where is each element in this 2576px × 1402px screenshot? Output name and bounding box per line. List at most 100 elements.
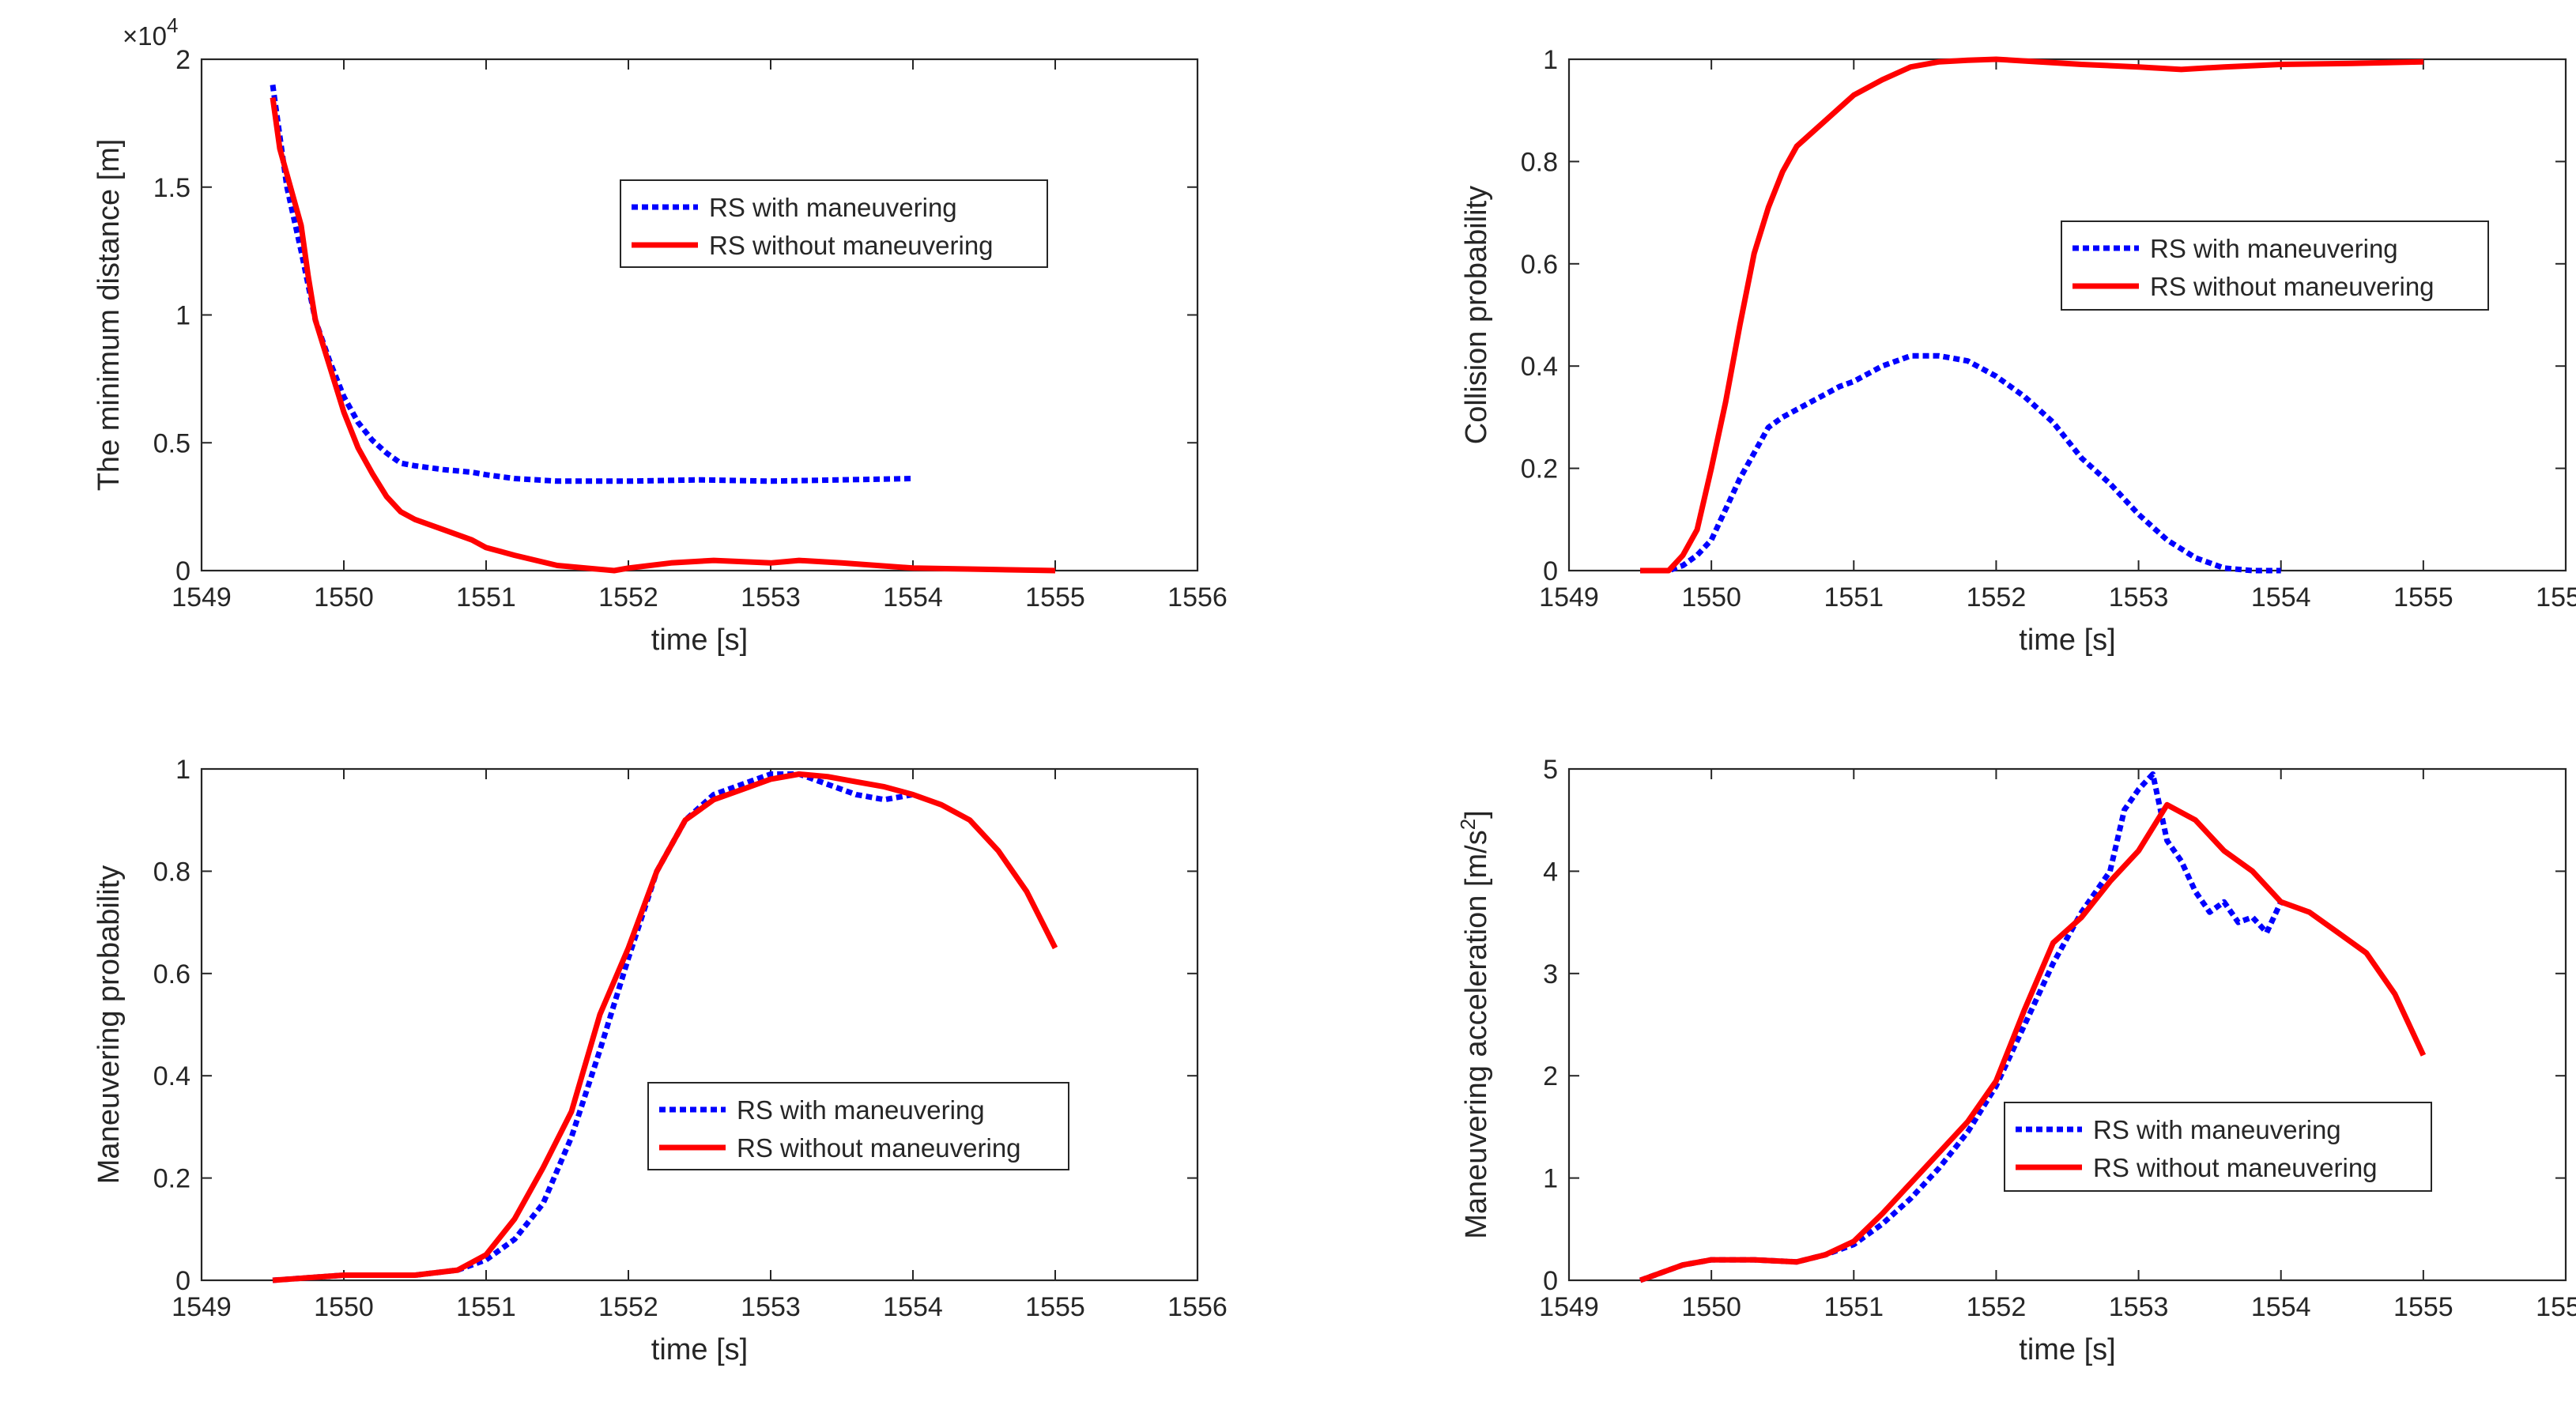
x-axis-label: time [s] (651, 624, 748, 657)
y-axis-label-text: Maneuvering acceleration [m/s (1460, 830, 1493, 1238)
legend-box (2061, 220, 2489, 311)
y-tick-label: 2 (175, 45, 190, 75)
legend: RS with maneuvering RS without maneuverin… (2004, 1102, 2432, 1192)
legend-label: RS with maneuvering (737, 1095, 985, 1125)
x-tick-label: 1552 (1967, 582, 2027, 612)
legend-label: RS with maneuvering (2150, 234, 2398, 263)
x-tick-label: 1551 (456, 1292, 516, 1322)
y-tick-label: 1 (1543, 1164, 1558, 1194)
legend: RS with maneuvering RS without maneuverin… (647, 1082, 1069, 1170)
series-line-with-maneuvering (270, 84, 914, 484)
y-tick-label: 1 (175, 301, 190, 331)
chart-maneuvering-acceleration: 1549 1550 1551 1552 1553 1554 1555 1556 0 1 2 3 4 5 ti… (1456, 755, 2576, 1366)
x-tick-label: 1553 (2109, 582, 2169, 612)
x-tick-label: 1551 (1824, 1292, 1884, 1322)
chart-minimum-distance: 1549 1550 1551 1552 1553 1554 1555 1556 0 0.5 1 1.5… (92, 13, 1228, 657)
plot-area (200, 767, 1199, 1282)
x-tick-label: 1554 (883, 1292, 943, 1322)
legend-label: RS without maneuvering (709, 231, 994, 260)
x-axis-label: time [s] (651, 1333, 748, 1366)
x-tick-label: 1552 (598, 1292, 658, 1322)
y-axis-label-superscript: 2 (1456, 819, 1480, 830)
x-tick-label: 1552 (1967, 1292, 2027, 1322)
x-tick-label: 1556 (1167, 1292, 1228, 1322)
plot-area (200, 58, 1199, 572)
y-tick-label: 0.8 (1521, 147, 1558, 177)
y-tick-label: 4 (1543, 857, 1558, 887)
x-tick-label: 1556 (1167, 582, 1228, 612)
x-tick-label: 1550 (314, 1292, 374, 1322)
x-tick-label: 1555 (1025, 582, 1085, 612)
x-tick-label: 1551 (456, 582, 516, 612)
x-tick-label: 1549 (1539, 1292, 1599, 1322)
x-tick-label: 1554 (2251, 582, 2311, 612)
legend: RS with maneuvering RS without maneuverin… (2061, 220, 2489, 311)
y-axis-label: The minimum distance [m] (92, 139, 126, 492)
y-axis-label: Maneuvering probability (92, 865, 126, 1184)
y-axis-label-text: Maneuvering probability (92, 865, 126, 1184)
legend-label: RS with maneuvering (2093, 1115, 2341, 1144)
legend-label: RS without maneuvering (2150, 272, 2435, 301)
y-tick-label: 0.2 (153, 1164, 190, 1194)
x-tick-label: 1556 (2536, 582, 2576, 612)
series-line-without-maneuvering (272, 771, 1058, 1283)
series-line-with-maneuvering (1639, 771, 2284, 1283)
y-tick-label: 0.4 (1521, 352, 1558, 382)
x-tick-label: 1553 (2109, 1292, 2169, 1322)
y-tick-label: 0.2 (1521, 454, 1558, 484)
chart-maneuvering-probability: 1549 1550 1551 1552 1553 1554 1555 1556 0 0.2 0.4 0… (92, 755, 1228, 1366)
x-tick-label: 1551 (1824, 582, 1884, 612)
y-tick-label: 5 (1543, 755, 1558, 785)
y-tick-label: 0.4 (153, 1061, 190, 1091)
y-tick-label: 2 (1543, 1061, 1558, 1091)
y-axis-label: Collision probability (1460, 186, 1493, 444)
y-tick-label: 0 (175, 1266, 190, 1296)
y-tick-label: 0 (1543, 556, 1558, 586)
x-tick-label: 1555 (2393, 582, 2453, 612)
legend: RS with maneuvering RS without maneuverin… (620, 179, 1048, 268)
series-line-with-maneuvering (1640, 352, 2281, 574)
series-line-without-maneuvering (270, 97, 1056, 574)
y-tick-label: 0.6 (153, 959, 190, 989)
x-tick-label: 1549 (172, 1292, 232, 1322)
y-tick-label: 0.8 (153, 857, 190, 887)
x-tick-label: 1549 (172, 582, 232, 612)
x-tick-label: 1556 (2536, 1292, 2576, 1322)
y-tick-label: 0.6 (1521, 250, 1558, 280)
legend-label: RS with maneuvering (709, 193, 957, 222)
y-tick-label: 0.5 (153, 428, 190, 458)
legend-box (647, 1082, 1069, 1170)
x-axis-label: time [s] (2019, 624, 2115, 657)
series-line-without-maneuvering (1640, 56, 2423, 574)
x-tick-label: 1550 (314, 582, 374, 612)
x-tick-label: 1550 (1681, 582, 1741, 612)
exponent-label: ×104 (123, 13, 178, 51)
x-tick-label: 1554 (2251, 1292, 2311, 1322)
x-tick-label: 1555 (1025, 1292, 1085, 1322)
plot-area (1567, 767, 2567, 1282)
y-tick-label: 0 (1543, 1266, 1558, 1296)
y-axis-label-text: Collision probability (1460, 186, 1493, 444)
x-axis-label: time [s] (2019, 1333, 2115, 1366)
y-tick-label: 1 (1543, 45, 1558, 75)
legend-box (2004, 1102, 2432, 1192)
exponent-base: ×10 (123, 21, 167, 51)
x-tick-label: 1553 (741, 582, 801, 612)
y-axis-label-suffix: ] (1460, 810, 1493, 819)
y-axis-label-text: The minimum distance [m] (92, 139, 126, 492)
y-tick-label: 3 (1543, 959, 1558, 989)
legend-label: RS without maneuvering (2093, 1153, 2378, 1182)
y-tick-label: 0 (175, 556, 190, 586)
y-axis-label: Maneuvering acceleration [m/s2] (1456, 810, 1493, 1239)
y-tick-label: 1 (175, 755, 190, 785)
x-tick-label: 1553 (741, 1292, 801, 1322)
plot-area (1567, 58, 2567, 572)
x-tick-label: 1552 (598, 582, 658, 612)
legend-label: RS without maneuvering (737, 1133, 1021, 1163)
legend-box (620, 179, 1048, 268)
x-tick-label: 1555 (2393, 1292, 2453, 1322)
series-line-without-maneuvering (1639, 801, 2427, 1283)
x-tick-label: 1554 (883, 582, 943, 612)
x-tick-label: 1549 (1539, 582, 1599, 612)
